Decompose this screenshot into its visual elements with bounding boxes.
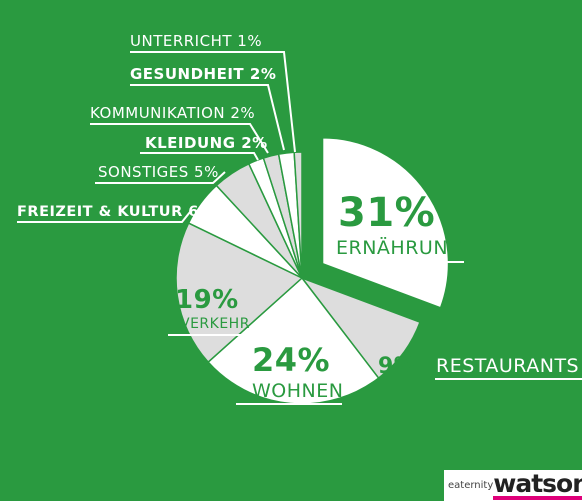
logo-bar: eaternity watson [444,470,582,501]
label-verkehr-name: VERKEHR [180,316,250,332]
label-kleidung: KLEIDUNG 2% [145,134,268,152]
pie-chart: UNTERRICHT 1% GESUNDHEIT 2% KOMMUNIKATIO… [17,32,582,405]
label-restaurants-pct: 9% [378,354,416,379]
label-gesundheit: GESUNDHEIT 2% [130,65,276,83]
label-restaurants-name: RESTAURANTS [436,355,579,377]
label-ernaehrung-name: ERNÄHRUNG [336,236,463,259]
label-freizeit: FREIZEIT & KULTUR 6% [17,204,214,220]
leader-kommunikation [90,123,269,154]
label-unterricht: UNTERRICHT 1% [130,32,262,50]
label-verkehr-pct: 19% [175,285,239,315]
label-wohnen-pct: 24% [252,341,330,379]
label-wohnen-name: WOHNEN [252,380,343,402]
label-ernaehrung-pct: 31% [338,190,435,236]
eaternity-logo: eaternity [448,480,494,491]
watson-logo: watson [493,471,582,500]
leader-unterricht [130,51,296,153]
leader-sonstiges [95,171,226,184]
leader-gesundheit [130,84,285,151]
leader-kleidung [140,152,259,161]
label-kommunikation: KOMMUNIKATION 2% [90,104,255,122]
leader-freizeit [17,211,191,223]
slice-verkehr [175,222,304,364]
slice-ernaehrung [321,136,450,309]
slice-unterricht [293,151,303,279]
label-sonstiges: SONSTIGES 5% [98,163,219,181]
